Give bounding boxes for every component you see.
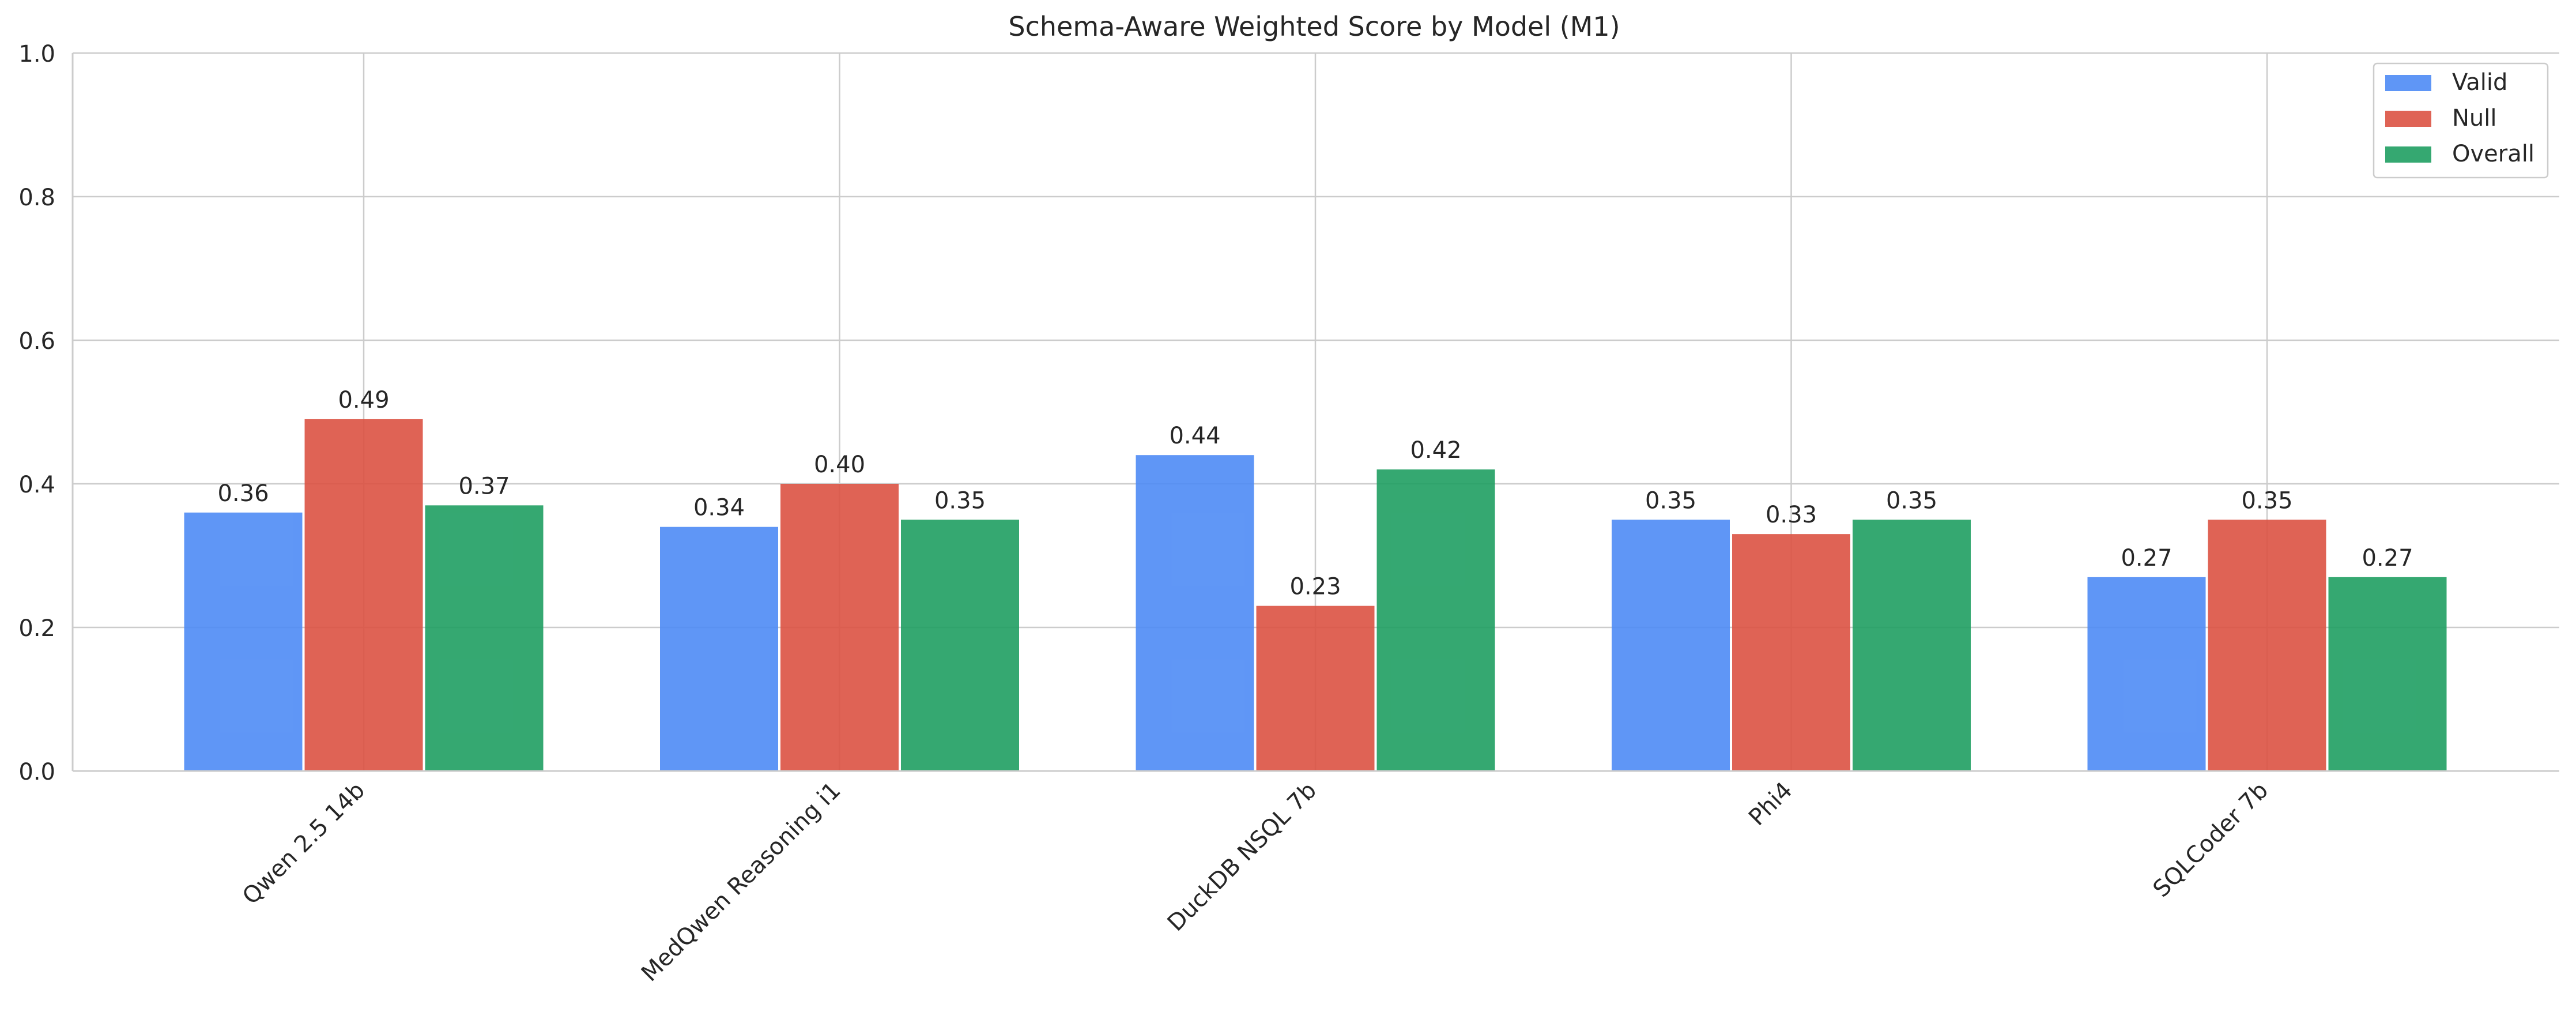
data-label: 0.33	[1766, 502, 1817, 528]
data-label: 0.23	[1289, 574, 1341, 600]
legend-swatch-overall	[2385, 146, 2431, 163]
data-label: 0.37	[458, 473, 510, 499]
legend-swatch-null	[2385, 111, 2431, 127]
bar-valid	[2087, 577, 2206, 771]
bar-overall	[1853, 520, 1971, 771]
data-label: 0.34	[693, 495, 745, 521]
data-label: 0.44	[1169, 423, 1220, 449]
data-label: 0.27	[2362, 545, 2413, 571]
data-label: 0.35	[934, 487, 986, 514]
data-label: 0.35	[1886, 487, 1937, 514]
legend-label: Valid	[2452, 69, 2507, 96]
y-tick-label: 1.0	[18, 41, 55, 67]
legend-swatch-valid	[2385, 75, 2431, 91]
bar-overall	[1376, 469, 1495, 771]
bar-valid	[1136, 455, 1254, 771]
bar-null	[780, 484, 899, 771]
bar-null	[2208, 520, 2326, 771]
data-label: 0.42	[1410, 437, 1461, 464]
bar-null	[1256, 605, 1375, 771]
y-tick-label: 0.8	[18, 185, 55, 211]
y-tick-label: 0.0	[18, 759, 55, 785]
x-tick-label: DuckDB NSQL 7b	[1163, 777, 1322, 937]
bar-valid	[1612, 520, 1730, 771]
x-tick-label: MedQwen Reasoning i1	[636, 777, 846, 987]
y-tick-label: 0.4	[18, 472, 55, 498]
data-label: 0.35	[1645, 487, 1696, 514]
data-labels-layer: 0.36 0.34 0.44 0.35 0.27 0.49 0.40 0.23 0.33 0.35…	[217, 387, 2413, 600]
y-tick-label: 0.6	[18, 328, 55, 355]
data-label: 0.49	[338, 387, 389, 413]
legend-label: Null	[2452, 105, 2497, 131]
x-tick-label: Qwen 2.5 14b	[237, 777, 370, 910]
bar-overall	[901, 520, 1019, 771]
bar-null	[1732, 534, 1850, 771]
legend: Valid Null Overall	[2373, 62, 2549, 179]
bar-null	[304, 419, 423, 771]
data-label: 0.40	[814, 452, 865, 478]
data-label: 0.36	[217, 480, 269, 507]
x-tick-label: Phi4	[1744, 777, 1797, 831]
bar-overall	[425, 505, 544, 771]
x-tick-label: SQLCoder 7b	[2148, 777, 2273, 902]
y-tick-label: 0.2	[18, 615, 55, 642]
data-label: 0.27	[2121, 545, 2172, 571]
legend-label: Overall	[2452, 141, 2534, 167]
bar-valid	[660, 526, 778, 771]
bar-valid	[184, 512, 303, 771]
data-label: 0.35	[2241, 487, 2292, 514]
bar-overall	[2328, 577, 2447, 771]
bars-layer	[184, 419, 2447, 771]
chart-title: Schema-Aware Weighted Score by Model (M1…	[1008, 11, 1620, 42]
